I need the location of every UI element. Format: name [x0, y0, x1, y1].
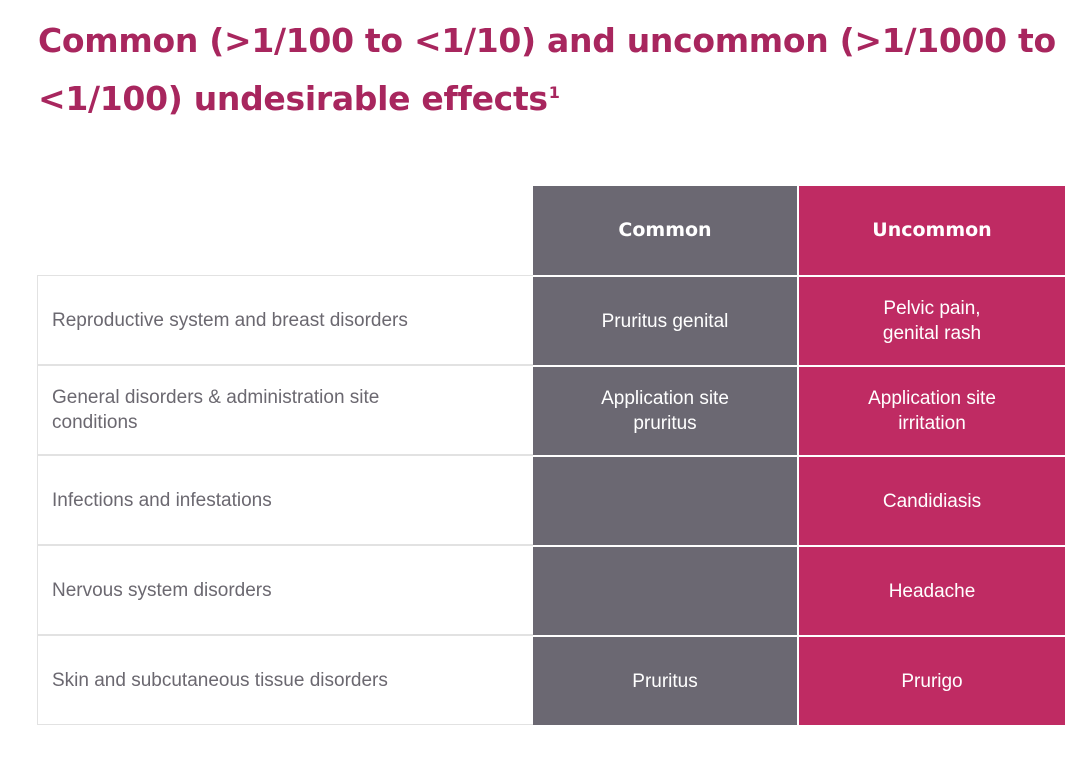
- header-common: Common: [533, 186, 799, 275]
- row-category-text: General disorders & administration site …: [52, 387, 380, 433]
- row-category: Nervous system disorders: [37, 545, 533, 635]
- reference-superscript: 1: [548, 83, 560, 102]
- row-category: Infections and infestations: [37, 455, 533, 545]
- row-common-effect: Pruritus genital: [533, 275, 799, 365]
- row-common-effect: [533, 545, 799, 635]
- row-category: Reproductive system and breast disorders: [37, 275, 533, 365]
- table-row: Skin and subcutaneous tissue disorders P…: [37, 635, 1065, 725]
- page-title: Common (>1/100 to <1/10) and uncommon (>…: [38, 12, 1058, 128]
- row-uncommon-effect: Pelvic pain, genital rash: [799, 275, 1065, 365]
- table-row: General disorders & administration site …: [37, 365, 1065, 455]
- adverse-effects-table: Common Uncommon Reproductive system and …: [37, 186, 1065, 725]
- row-common-effect: Pruritus: [533, 635, 799, 725]
- page-title-text: Common (>1/100 to <1/10) and uncommon (>…: [38, 21, 1056, 118]
- row-uncommon-effect: Headache: [799, 545, 1065, 635]
- row-category: General disorders & administration site …: [37, 365, 533, 455]
- row-category: Skin and subcutaneous tissue disorders: [37, 635, 533, 725]
- table-row: Reproductive system and breast disorders…: [37, 275, 1065, 365]
- row-common-effect: Application site pruritus: [533, 365, 799, 455]
- header-blank-cell: [37, 186, 533, 275]
- table-row: Infections and infestations Candidiasis: [37, 455, 1065, 545]
- row-uncommon-effect: Prurigo: [799, 635, 1065, 725]
- table-row: Nervous system disorders Headache: [37, 545, 1065, 635]
- header-uncommon: Uncommon: [799, 186, 1065, 275]
- row-uncommon-effect-text: Pelvic pain, genital rash: [882, 298, 982, 344]
- row-uncommon-effect-text: Application site irritation: [868, 388, 996, 434]
- table-header-row: Common Uncommon: [37, 186, 1065, 275]
- row-common-effect: [533, 455, 799, 545]
- row-common-effect-text: Application site pruritus: [601, 388, 729, 434]
- row-uncommon-effect: Candidiasis: [799, 455, 1065, 545]
- row-uncommon-effect: Application site irritation: [799, 365, 1065, 455]
